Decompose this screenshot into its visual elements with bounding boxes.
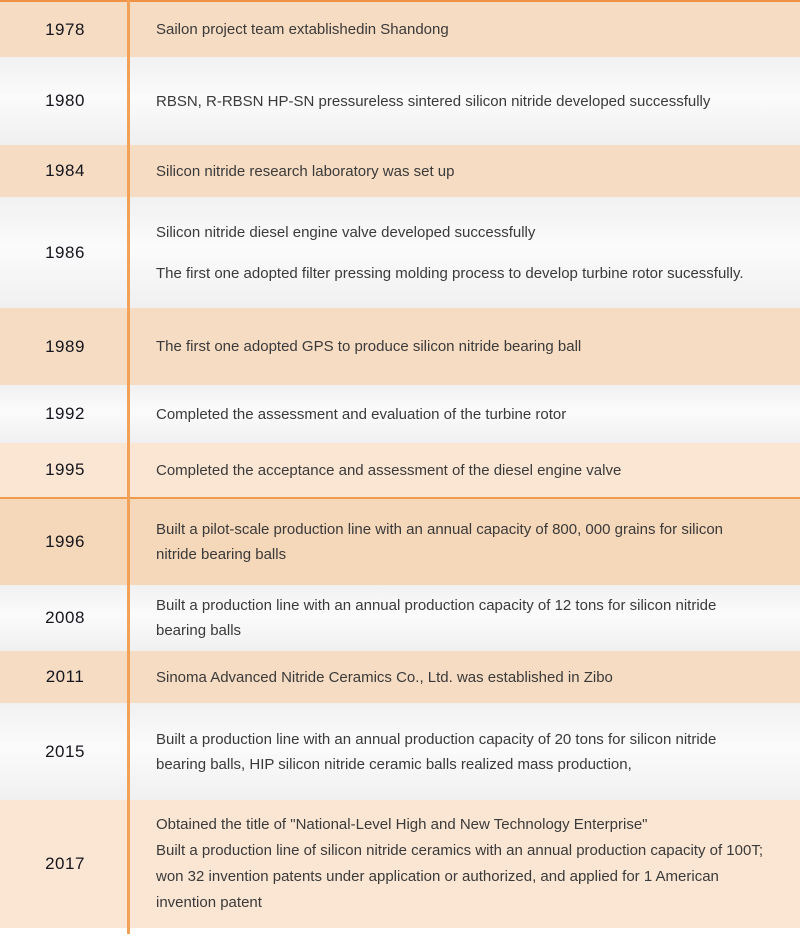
year-label: 1996: [45, 532, 85, 551]
year-label: 1978: [45, 19, 85, 39]
event-description: Sailon project team extablishedin Shando…: [130, 2, 800, 57]
event-description: Sinoma Advanced Nitride Ceramics Co., Lt…: [130, 651, 800, 703]
event-description: Silicon nitride research laboratory was …: [130, 145, 800, 197]
year-label: 1980: [45, 91, 85, 110]
year-label: 1984: [45, 161, 85, 180]
event-text: Built a production line of silicon nitri…: [156, 842, 764, 911]
event-description: Built a production line with an annual p…: [130, 703, 800, 800]
event-text: Sinoma Advanced Nitride Ceramics Co., Lt…: [156, 668, 613, 686]
event-text: Completed the assessment and evaluation …: [156, 405, 567, 423]
event-description: Built a pilot-scale production line with…: [130, 499, 800, 585]
event-description: Completed the assessment and evaluation …: [130, 385, 800, 443]
event-text: RBSN, R-RBSN HP-SN pressureless sintered…: [156, 92, 711, 110]
timeline-row-1986: 1986 Silicon nitride diesel engine valve…: [0, 197, 800, 308]
section-divider-line: [0, 497, 800, 499]
event-description: Built a production line with an annual p…: [130, 585, 800, 651]
timeline-row-1995: 1995 Completed the acceptance and assess…: [0, 443, 800, 497]
timeline-row-1992: 1992 Completed the assessment and evalua…: [0, 385, 800, 443]
event-text: Sailon project team extablishedin Shando…: [156, 21, 449, 38]
event-text: Built a production line with an annual p…: [156, 730, 717, 773]
year-label: 1989: [45, 336, 85, 356]
timeline-row-2017: 2017 Obtained the title of "National-Lev…: [0, 800, 800, 928]
event-text: The first one adopted GPS to produce sil…: [156, 338, 582, 355]
timeline-row-2015: 2015 Built a production line with an ann…: [0, 703, 800, 800]
event-text: Built a pilot-scale production line with…: [156, 521, 723, 563]
year-label: 1995: [45, 460, 85, 479]
event-text: The first one adopted filter pressing mo…: [156, 264, 744, 282]
timeline-row-1978: 1978 Sailon project team extablishedin S…: [0, 2, 800, 57]
event-description: Silicon nitride diesel engine valve deve…: [130, 197, 800, 308]
event-description: Completed the acceptance and assessment …: [130, 443, 800, 497]
timeline-row-1984: 1984 Silicon nitride research laboratory…: [0, 145, 800, 197]
year-label: 2011: [45, 667, 85, 686]
year-label: 1986: [45, 242, 85, 262]
timeline-row-2011: 2011 Sinoma Advanced Nitride Ceramics Co…: [0, 651, 800, 703]
top-accent-line: [0, 0, 800, 2]
year-label: 2017: [45, 854, 85, 873]
timeline-row-1980: 1980 RBSN, R-RBSN HP-SN pressureless sin…: [0, 57, 800, 145]
year-label: 2015: [45, 741, 85, 761]
year-label: 1992: [45, 404, 85, 423]
timeline-row-1989: 1989 The first one adopted GPS to produc…: [0, 308, 800, 385]
timeline-row-2008: 2008 Built a production line with an ann…: [0, 585, 800, 651]
event-text: Completed the acceptance and assessment …: [156, 461, 622, 479]
event-text: Silicon nitride diesel engine valve deve…: [156, 223, 536, 241]
column-divider-line: [127, 0, 130, 934]
event-description: RBSN, R-RBSN HP-SN pressureless sintered…: [130, 57, 800, 145]
event-text: Built a production line with an annual p…: [156, 597, 717, 639]
event-description: The first one adopted GPS to produce sil…: [130, 308, 800, 385]
year-label: 2008: [45, 608, 85, 627]
event-text: Silicon nitride research laboratory was …: [156, 162, 455, 180]
event-description: Obtained the title of "National-Level Hi…: [130, 800, 800, 928]
event-text: Obtained the title of "National-Level Hi…: [156, 816, 648, 833]
timeline-row-1996: 1996 Built a pilot-scale production line…: [0, 499, 800, 585]
